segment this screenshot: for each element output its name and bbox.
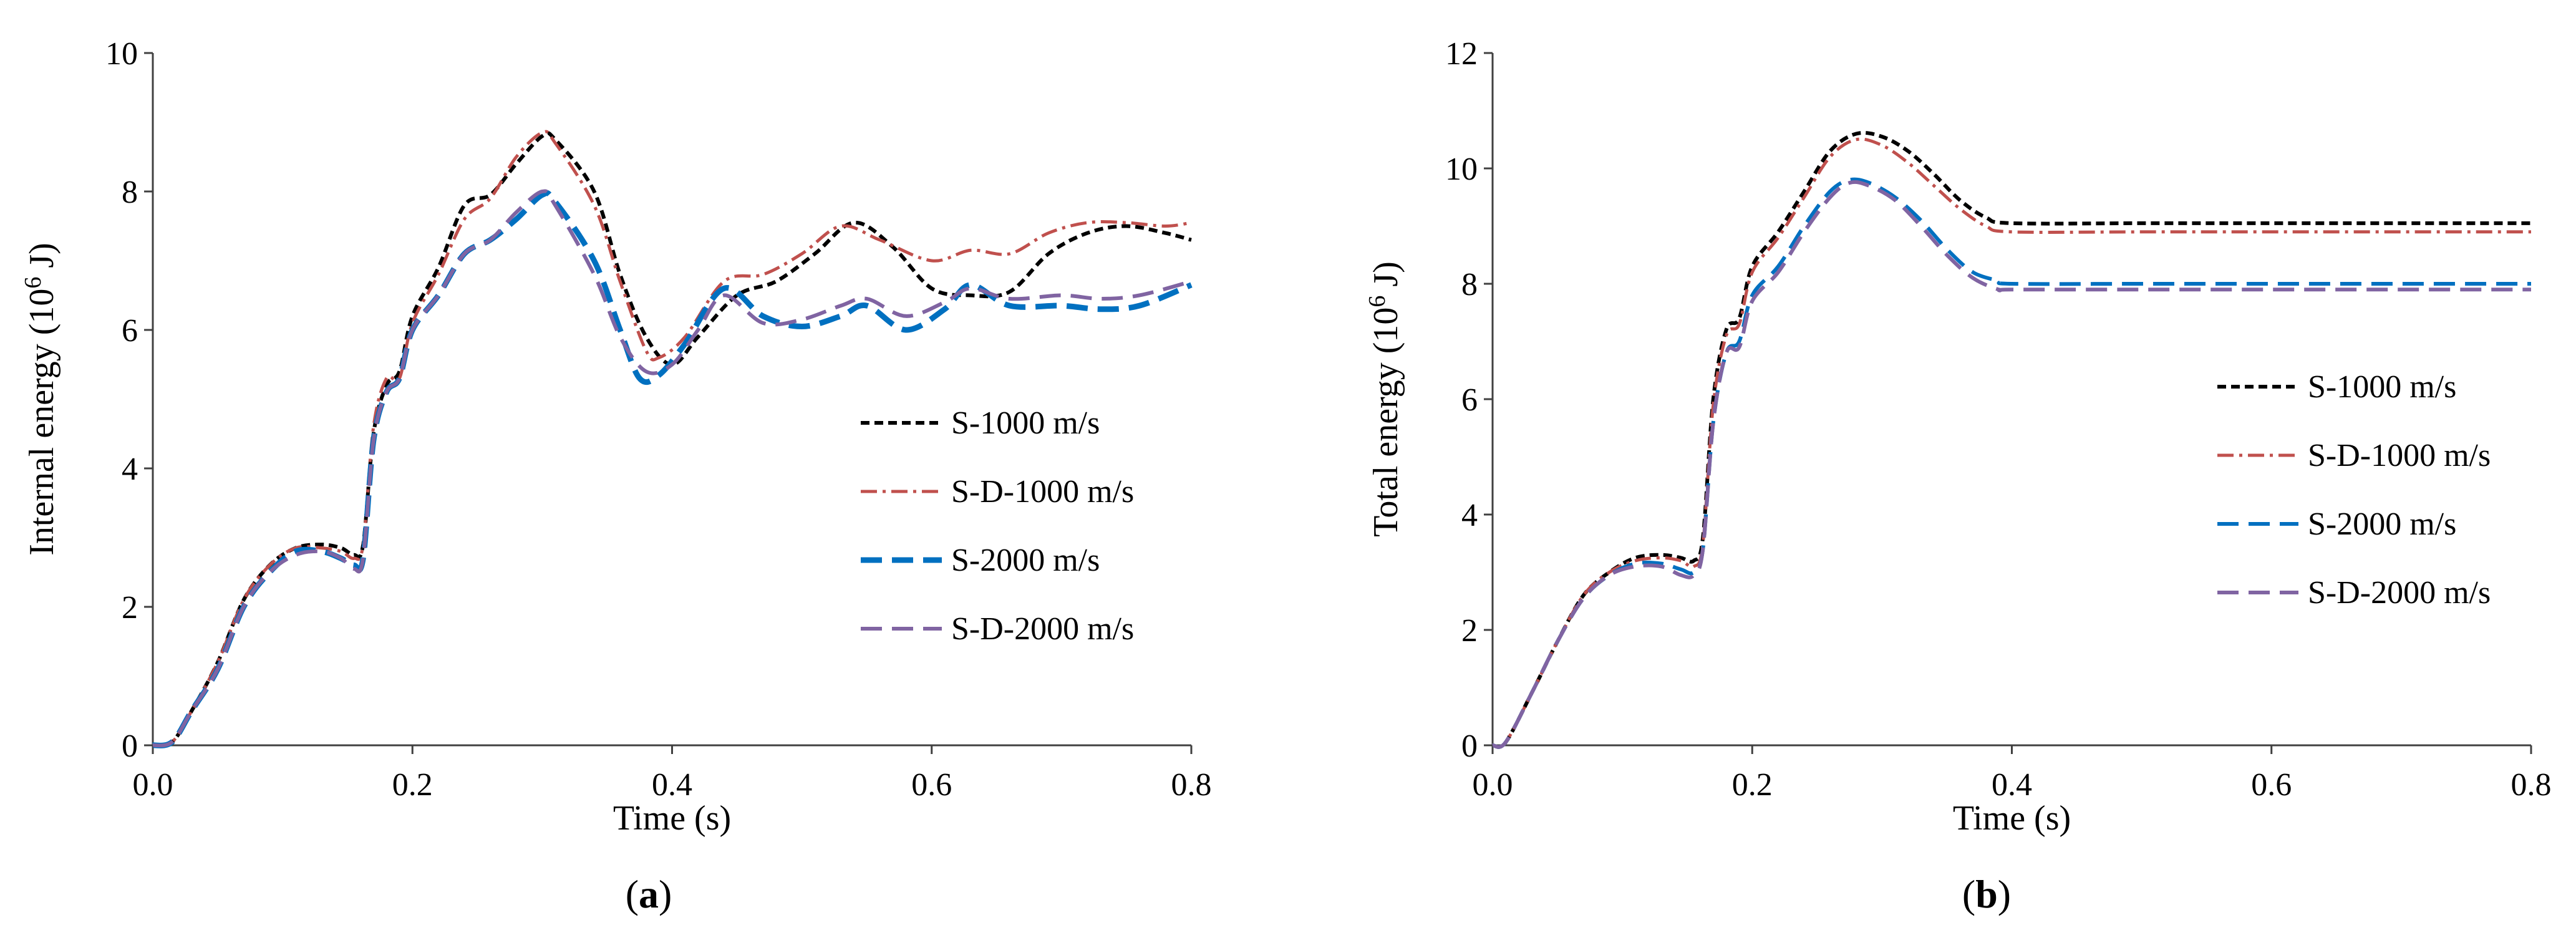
x-tick-label: 0.6 <box>911 767 952 803</box>
legend-label-1: S-1000 m/s <box>2308 369 2456 405</box>
y-tick-label: 2 <box>1461 613 1478 649</box>
y-tick-label: 6 <box>1461 382 1478 418</box>
series-line-2 <box>152 130 1192 747</box>
legend-label-4: S-D-2000 m/s <box>951 611 1134 647</box>
series-line-3 <box>1492 177 2531 749</box>
panel-caption: (a) <box>626 872 672 916</box>
y-axis-label: Internal energy (106 J) <box>20 243 61 556</box>
x-axis-label: Time (s) <box>613 799 731 838</box>
x-tick-label: 0.2 <box>392 767 433 803</box>
y-tick-label: 10 <box>1445 152 1478 187</box>
x-tick-label: 0.8 <box>2511 767 2552 803</box>
series-line-4 <box>1492 180 2531 749</box>
x-tick-label: 0.4 <box>652 767 692 803</box>
x-tick-label: 0.0 <box>1473 767 1513 803</box>
y-tick-label: 6 <box>122 313 138 349</box>
panel-b: 0 2 4 6 8 10 12 0.0 0.2 0.4 0.6 0.8 Time (s) Total en… <box>1364 36 2552 916</box>
y-tick-label: 12 <box>1445 36 1478 72</box>
y-tick-label: 0 <box>122 728 138 764</box>
x-axis-label: Time (s) <box>1953 799 2071 838</box>
y-tick-label: 2 <box>122 590 138 626</box>
x-tick-label: 0.8 <box>1171 767 1212 803</box>
y-tick-label: 4 <box>122 452 138 487</box>
x-tick-label: 0.2 <box>1732 767 1773 803</box>
y-tick-label: 8 <box>122 175 138 210</box>
series-line-4 <box>152 189 1192 748</box>
y-tick-label: 8 <box>1461 267 1478 302</box>
series-line-1 <box>152 131 1192 748</box>
legend-label-1: S-1000 m/s <box>951 405 1100 441</box>
series-line-1 <box>1492 130 2531 749</box>
y-tick-label: 4 <box>1461 498 1478 533</box>
panel-caption: (b) <box>1962 872 2011 916</box>
legend-label-2: S-D-1000 m/s <box>2308 438 2491 473</box>
legend-label-2: S-D-1000 m/s <box>951 474 1134 510</box>
x-tick-label: 0.0 <box>133 767 173 803</box>
legend-label-3: S-2000 m/s <box>951 543 1100 578</box>
x-tick-label: 0.4 <box>1992 767 2032 803</box>
series-line-3 <box>152 190 1193 748</box>
legend-label-3: S-2000 m/s <box>2308 506 2456 542</box>
x-tick-label: 0.6 <box>2251 767 2292 803</box>
panel-a: 0 2 4 6 8 10 0.0 0.2 0.4 0.6 0.8 Time (s) Internal e… <box>20 36 1212 916</box>
y-tick-label: 10 <box>105 36 138 72</box>
y-tick-label: 0 <box>1461 728 1478 764</box>
legend-label-4: S-D-2000 m/s <box>2308 575 2491 611</box>
series-line-2 <box>1492 137 2531 749</box>
y-axis-label: Total energy (106 J) <box>1364 261 1405 537</box>
